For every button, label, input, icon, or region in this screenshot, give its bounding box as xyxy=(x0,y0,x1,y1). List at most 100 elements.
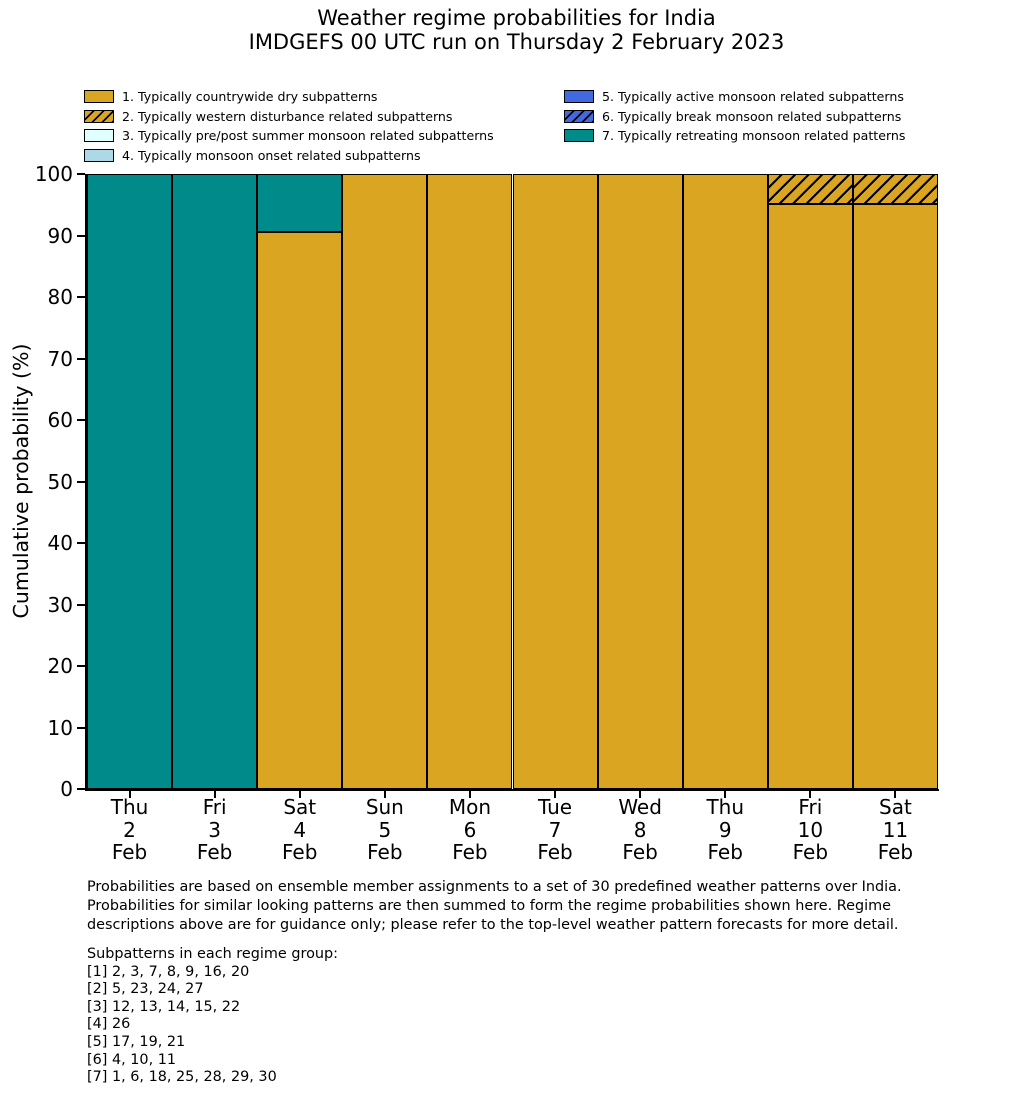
subpattern-line: [6] 4, 10, 11 xyxy=(87,1051,177,1068)
footnote-line: Probabilities for similar looking patter… xyxy=(87,898,891,914)
y-tick-label: 60 xyxy=(47,408,73,432)
plot-area xyxy=(85,174,939,791)
y-tick-label: 0 xyxy=(60,777,73,801)
x-tick-label-line: 3 xyxy=(208,817,221,842)
subpattern-line: [4] 26 xyxy=(87,1016,131,1033)
x-tick-label-line: Mon xyxy=(448,795,492,819)
bar-segment xyxy=(427,174,513,789)
y-tick-mark xyxy=(77,726,85,729)
subpatterns-block: Subpatterns in each regime group: [1] 2,… xyxy=(87,946,338,1087)
bar-segment xyxy=(597,174,683,789)
x-tick-label-line: 8 xyxy=(633,817,647,842)
legend-column-right: 5. Typically active monsoon related subp… xyxy=(564,87,905,146)
legend-label: 3. Typically pre/post summer monsoon rel… xyxy=(122,128,494,144)
x-tick-label: Thu 2 Feb xyxy=(87,796,172,864)
legend-swatch-icon xyxy=(84,109,114,123)
legend-item: 3. Typically pre/post summer monsoon rel… xyxy=(84,126,494,146)
bar-segment xyxy=(852,174,938,204)
y-tick-label: 30 xyxy=(47,592,73,617)
legend-swatch-icon xyxy=(564,129,594,143)
x-tick-label: Wed 8 Feb xyxy=(598,796,683,864)
subpattern-line: [7] 1, 6, 18, 25, 28, 29, 30 xyxy=(87,1069,277,1086)
x-tick-label-line: Feb xyxy=(707,840,743,864)
legend-swatch-icon xyxy=(84,148,114,162)
y-tick-label: 40 xyxy=(47,531,73,555)
x-tick-label-line: Feb xyxy=(452,840,488,864)
x-tick-label-line: Tue xyxy=(537,795,573,819)
y-tick-mark xyxy=(77,542,85,544)
x-tick-mark xyxy=(894,791,897,798)
y-tick-label: 10 xyxy=(47,715,73,740)
x-tick-label: Sat 4 Feb xyxy=(257,796,342,864)
x-tick-label-line: Feb xyxy=(196,840,233,864)
x-tick-mark xyxy=(128,791,131,798)
x-tick-label: Sat 11 Feb xyxy=(853,796,938,864)
x-tick-mark xyxy=(809,791,812,798)
x-tick-label-line: Feb xyxy=(282,840,318,864)
footnote-line: Probabilities are based on ensemble memb… xyxy=(87,879,902,895)
x-tick-label-line: Thu xyxy=(110,795,149,819)
y-tick-mark xyxy=(77,296,85,298)
legend-label: 2. Typically western disturbance related… xyxy=(122,108,453,124)
x-tick-label-line: Feb xyxy=(622,840,658,864)
x-tick-label-line: 2 xyxy=(123,817,136,842)
y-tick-label: 20 xyxy=(47,654,73,678)
legend-swatch-icon xyxy=(564,109,594,123)
subpattern-line: [2] 5, 23, 24, 27 xyxy=(87,981,204,998)
x-tick-label-line: 5 xyxy=(378,817,392,842)
legend-item: 4. Typically monsoon onset related subpa… xyxy=(84,146,494,166)
legend-label: 1. Typically countrywide dry subpatterns xyxy=(122,89,378,105)
footnote-line: descriptions above are for guidance only… xyxy=(87,917,899,933)
legend-label: 6. Typically break monsoon related subpa… xyxy=(602,108,902,124)
y-tick-mark xyxy=(77,357,85,360)
x-tick-label-line: Feb xyxy=(367,840,403,864)
x-tick-label: Tue 7 Feb xyxy=(513,796,598,864)
x-tick-label-line: Thu xyxy=(706,795,745,819)
x-tick-label: Sun 5 Feb xyxy=(342,796,427,864)
legend-item: 6. Typically break monsoon related subpa… xyxy=(564,107,905,127)
footnote-paragraph: Probabilities are based on ensemble memb… xyxy=(87,878,902,935)
x-tick-mark xyxy=(554,791,557,798)
bar-segment xyxy=(512,174,598,789)
x-tick-label-line: 7 xyxy=(548,817,562,842)
legend-swatch-icon xyxy=(84,90,114,104)
legend-column-left: 1. Typically countrywide dry subpatterns… xyxy=(84,87,494,165)
x-tick-label-line: Feb xyxy=(111,840,148,864)
y-tick-mark xyxy=(77,234,85,237)
y-tick-mark xyxy=(77,480,85,483)
bar-segment xyxy=(682,174,768,789)
x-tick-label-line: Fri xyxy=(798,795,823,819)
x-tick-label-line: Feb xyxy=(792,840,829,864)
bar-segment xyxy=(257,232,343,789)
y-tick-label: 80 xyxy=(47,285,73,309)
x-tick-label: Thu 9 Feb xyxy=(683,796,768,864)
legend-item: 2. Typically western disturbance related… xyxy=(84,107,494,127)
y-tick-mark xyxy=(77,665,85,667)
legend-item: 1. Typically countrywide dry subpatterns xyxy=(84,87,494,107)
x-tick-label-line: Sat xyxy=(879,795,912,819)
y-tick-mark xyxy=(77,788,85,790)
subpattern-line: [1] 2, 3, 7, 8, 9, 16, 20 xyxy=(87,963,250,980)
y-tick-label: 90 xyxy=(47,223,73,248)
y-tick-label: 100 xyxy=(34,162,73,186)
y-tick-label: 50 xyxy=(47,469,73,494)
x-tick-label-line: Wed xyxy=(618,795,662,819)
x-tick-label-line: 11 xyxy=(882,817,909,842)
chart-subtitle: IMDGEFS 00 UTC run on Thursday 2 Februar… xyxy=(248,30,785,54)
x-tick-label-line: 10 xyxy=(797,817,824,842)
y-tick-mark xyxy=(77,173,85,175)
x-tick-label-line: 6 xyxy=(463,817,477,842)
x-tick-mark xyxy=(213,791,216,798)
legend-item: 7. Typically retreating monsoon related … xyxy=(564,126,905,146)
y-tick-mark xyxy=(77,419,85,421)
x-tick-label-line: 9 xyxy=(718,817,732,842)
subpattern-line: [3] 12, 13, 14, 15, 22 xyxy=(87,998,241,1015)
x-tick-label-line: Sun xyxy=(365,795,404,819)
x-tick-label-line: Fri xyxy=(202,795,227,819)
chart-title: Weather regime probabilities for India xyxy=(317,6,716,30)
y-tick-label: 70 xyxy=(47,346,73,371)
legend-label: 7. Typically retreating monsoon related … xyxy=(602,128,906,144)
legend-swatch-icon xyxy=(84,129,114,143)
x-tick-label: Mon 6 Feb xyxy=(427,796,512,864)
